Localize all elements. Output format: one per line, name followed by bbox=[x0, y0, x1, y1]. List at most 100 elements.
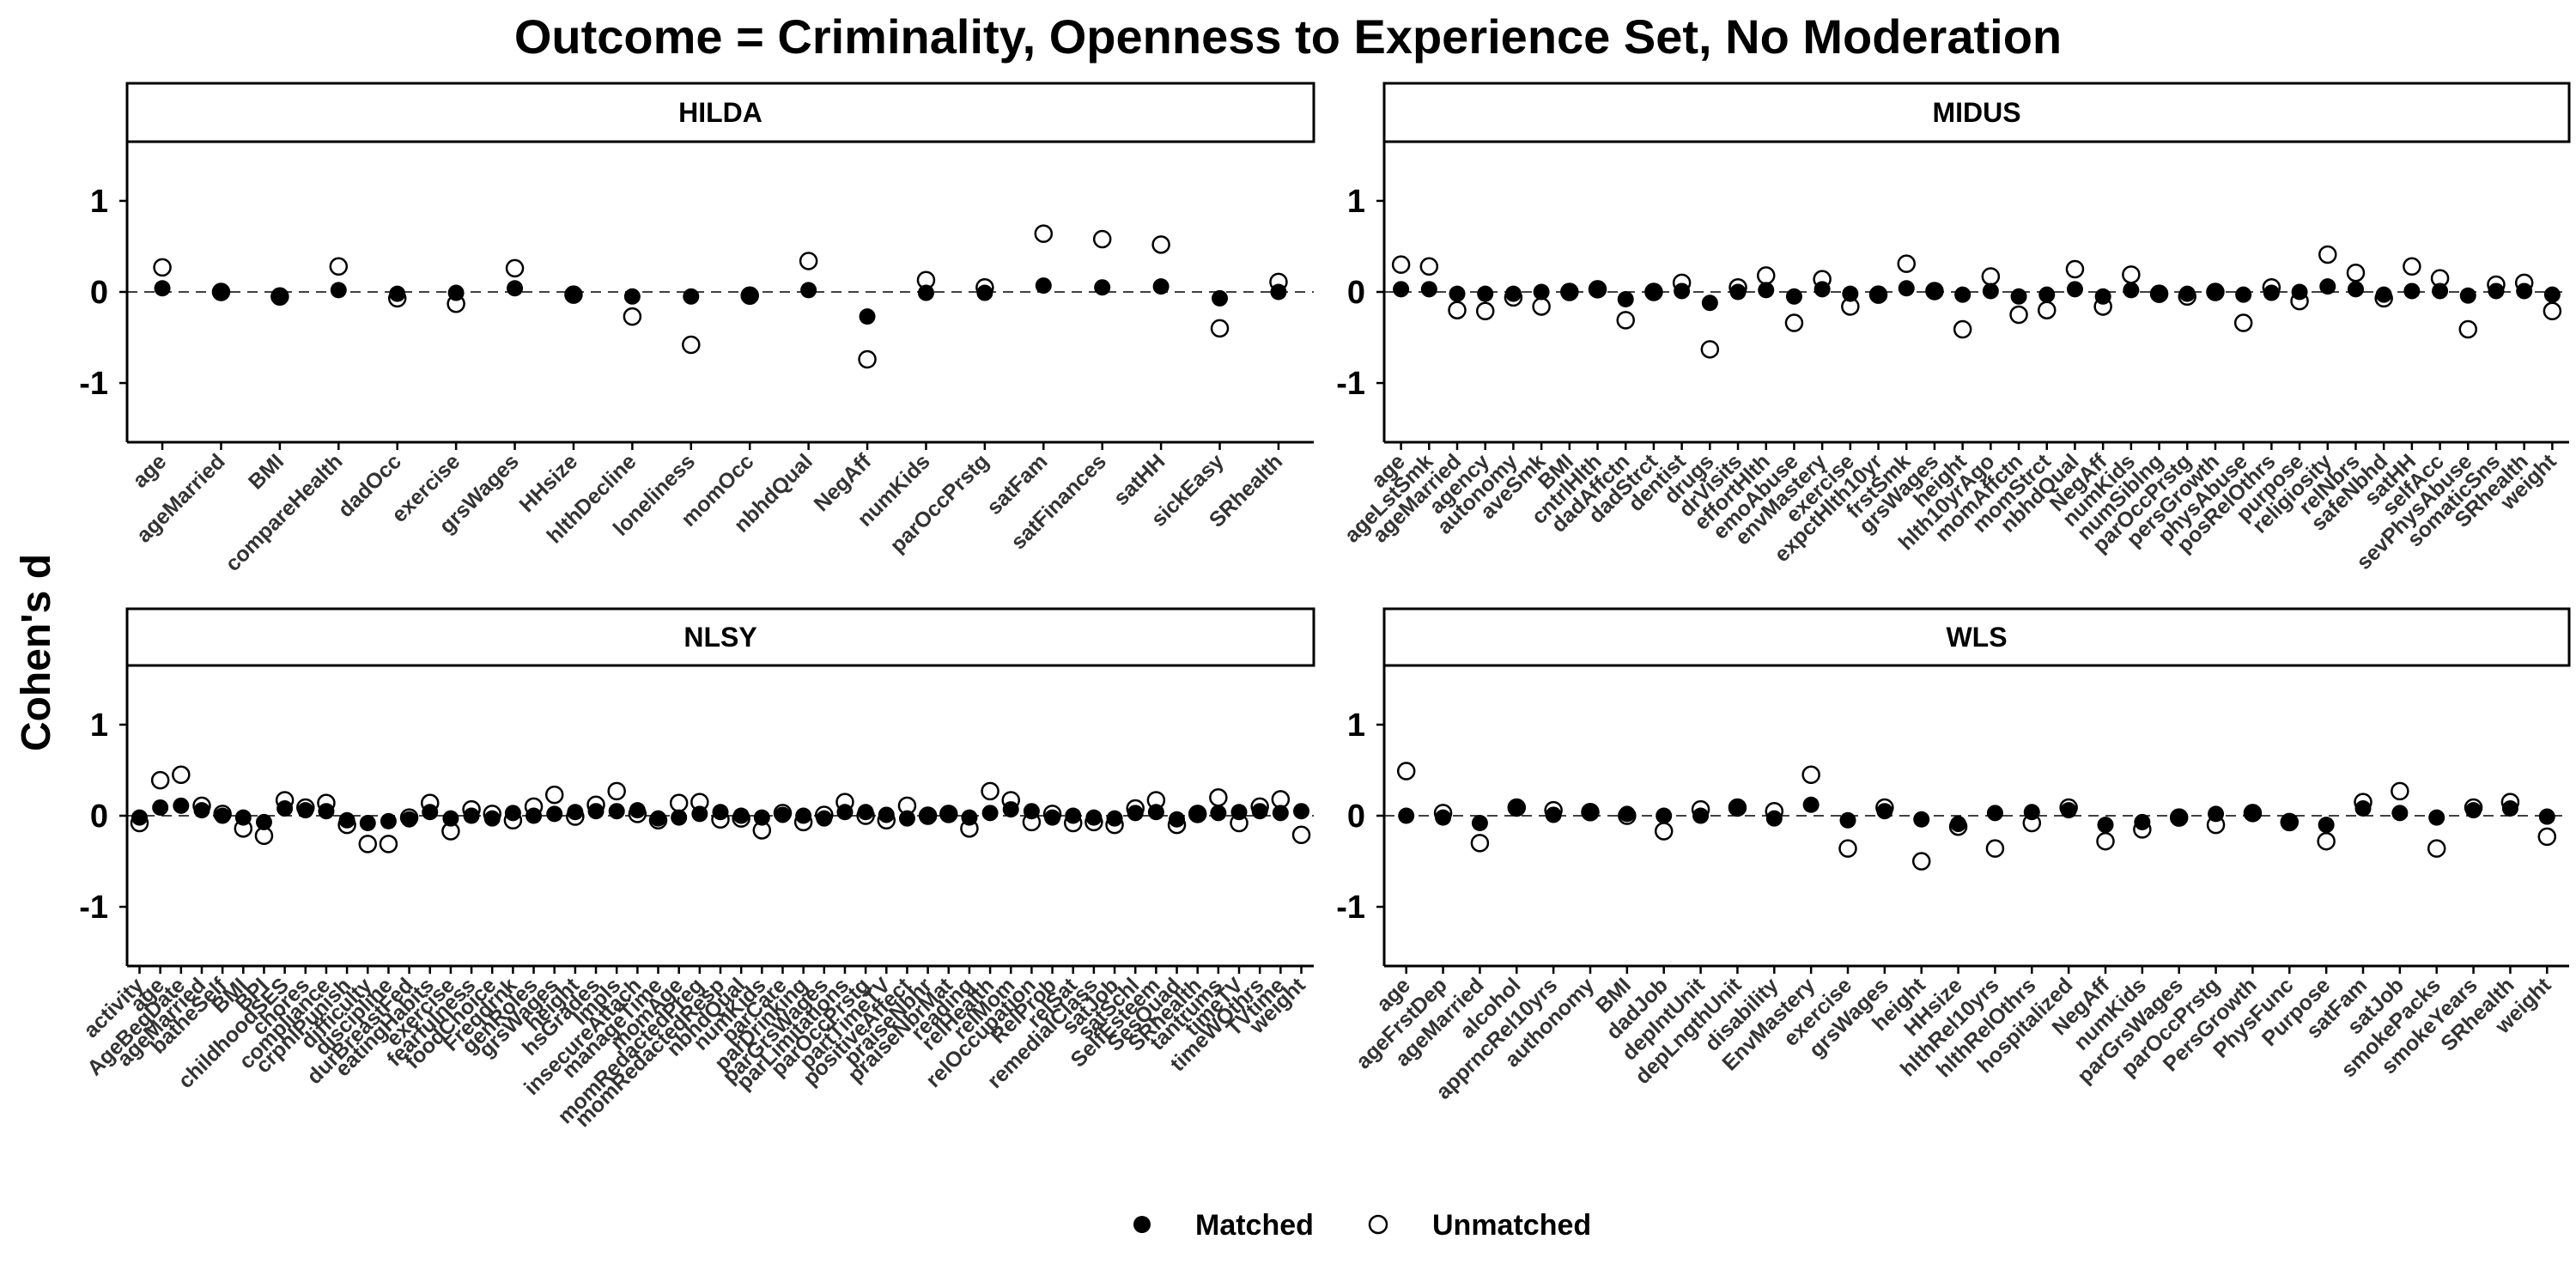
unmatched-point bbox=[1784, 313, 1804, 332]
matched-point bbox=[857, 804, 874, 821]
panel-midus: MIDUS-101ageageLstSmkageMarriedagencyaut… bbox=[1336, 82, 2571, 574]
matched-point bbox=[504, 805, 521, 822]
unmatched-point bbox=[2065, 259, 2085, 279]
matched-point bbox=[2354, 800, 2372, 817]
matched-point bbox=[234, 809, 252, 826]
matched-point bbox=[2097, 817, 2114, 834]
matched-point bbox=[816, 810, 833, 827]
unmatched-point bbox=[1391, 255, 1411, 274]
matched-point bbox=[173, 797, 190, 814]
matched-point bbox=[629, 802, 646, 819]
legend-matched-marker bbox=[1133, 1216, 1151, 1233]
matched-point bbox=[1106, 810, 1123, 827]
matched-point bbox=[507, 280, 524, 297]
matched-point bbox=[2488, 283, 2505, 300]
matched-point bbox=[691, 805, 708, 823]
matched-point bbox=[608, 803, 625, 820]
matched-point bbox=[2516, 283, 2533, 300]
matched-point bbox=[1085, 809, 1103, 826]
matched-point bbox=[1814, 281, 1831, 298]
unmatched-point bbox=[172, 765, 191, 785]
matched-point bbox=[2134, 813, 2151, 830]
matched-point bbox=[2432, 283, 2449, 300]
matched-point bbox=[1561, 283, 1578, 301]
unmatched-point bbox=[505, 258, 525, 278]
unmatched-point bbox=[1291, 825, 1311, 845]
panel-strip bbox=[1382, 607, 2571, 667]
unmatched-point bbox=[379, 835, 398, 854]
unmatched-point bbox=[2403, 257, 2421, 276]
legend-unmatched-label: Unmatched bbox=[1432, 1209, 1591, 1242]
y-tick-label: -1 bbox=[1336, 890, 1365, 926]
matched-point bbox=[1127, 805, 1144, 822]
matched-point bbox=[1471, 814, 1488, 831]
matched-point bbox=[940, 806, 957, 823]
matched-point bbox=[2538, 808, 2555, 825]
matched-point bbox=[859, 308, 876, 325]
matched-point bbox=[795, 807, 812, 824]
matched-point bbox=[2023, 804, 2040, 821]
unmatched-point bbox=[2317, 831, 2336, 851]
matched-point bbox=[1251, 803, 1268, 820]
matched-point bbox=[1393, 281, 1410, 298]
unmatched-point bbox=[799, 252, 818, 270]
unmatched-point bbox=[2537, 827, 2557, 847]
matched-point bbox=[1913, 811, 1930, 828]
matched-point bbox=[1619, 805, 1636, 823]
unmatched-point bbox=[2122, 265, 2141, 284]
matched-point bbox=[1674, 283, 1691, 300]
matched-point bbox=[1293, 803, 1310, 820]
y-tick-label: 1 bbox=[1347, 184, 1365, 220]
y-tick-label: 0 bbox=[1347, 275, 1365, 311]
y-tick-label: 0 bbox=[1347, 799, 1365, 835]
matched-point bbox=[389, 285, 406, 302]
panel-nlsy: NLSY-101activityageAgeBegDateageMarriedb… bbox=[79, 607, 1315, 1132]
x-tick-label: age bbox=[128, 449, 171, 492]
matched-point bbox=[774, 806, 791, 823]
matched-point bbox=[920, 807, 937, 824]
matched-point bbox=[1758, 282, 1775, 299]
matched-point bbox=[567, 804, 584, 821]
matched-point bbox=[1982, 283, 1999, 300]
y-tick-label: 1 bbox=[1347, 708, 1365, 744]
matched-point bbox=[380, 812, 397, 829]
matched-point bbox=[2208, 805, 2225, 823]
matched-point bbox=[1210, 805, 1227, 822]
matched-point bbox=[1435, 809, 1452, 826]
matched-point bbox=[1765, 810, 1783, 827]
matched-point bbox=[2403, 283, 2421, 300]
unmatched-point bbox=[1911, 852, 1931, 871]
panel-strip bbox=[1382, 82, 2571, 143]
matched-point bbox=[2171, 808, 2188, 825]
unmatched-point bbox=[358, 835, 378, 854]
matched-point bbox=[878, 806, 895, 823]
matched-point bbox=[2459, 287, 2476, 304]
matched-point bbox=[546, 805, 563, 823]
matched-point bbox=[1545, 806, 1562, 823]
matched-point bbox=[1692, 807, 1710, 824]
unmatched-point bbox=[2543, 301, 2562, 321]
matched-point bbox=[587, 803, 605, 820]
matched-point bbox=[732, 807, 750, 824]
unmatched-point bbox=[2427, 839, 2446, 858]
matched-point bbox=[330, 282, 347, 299]
matched-point bbox=[1212, 289, 1229, 307]
unmatched-point bbox=[150, 770, 170, 790]
matched-point bbox=[2465, 802, 2482, 819]
matched-point bbox=[2060, 802, 2077, 819]
matched-point bbox=[981, 805, 999, 822]
y-tick-label: -1 bbox=[1336, 366, 1365, 402]
unmatched-point bbox=[1475, 301, 1495, 321]
matched-point bbox=[650, 810, 667, 827]
unmatched-point bbox=[1092, 229, 1112, 249]
matched-point bbox=[152, 799, 169, 816]
matched-point bbox=[2428, 809, 2445, 826]
matched-point bbox=[800, 282, 817, 299]
unmatched-point bbox=[1981, 267, 2001, 286]
matched-point bbox=[338, 811, 355, 829]
matched-point bbox=[1023, 803, 1040, 820]
y-tick-label: 1 bbox=[90, 184, 108, 220]
matched-point bbox=[2038, 286, 2056, 303]
